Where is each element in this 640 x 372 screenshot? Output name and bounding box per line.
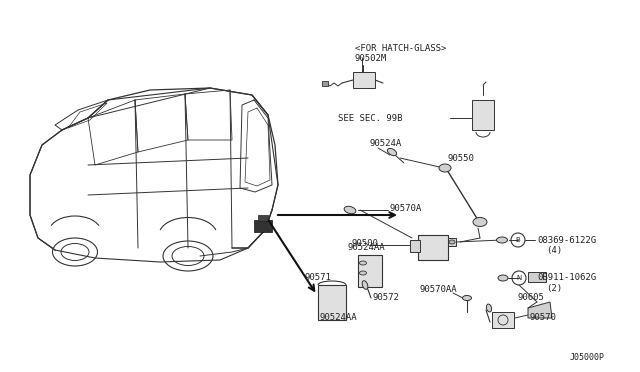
Text: 90524AA: 90524AA <box>348 244 386 253</box>
Ellipse shape <box>387 148 397 155</box>
Text: 90572: 90572 <box>373 294 400 302</box>
Text: J05000P: J05000P <box>570 353 605 362</box>
Text: 90502M: 90502M <box>355 54 387 62</box>
Ellipse shape <box>344 206 356 214</box>
Ellipse shape <box>473 218 487 227</box>
Ellipse shape <box>463 295 472 301</box>
Text: 90524AA: 90524AA <box>320 314 358 323</box>
Text: <FOR HATCH-GLASS>: <FOR HATCH-GLASS> <box>355 44 446 52</box>
Text: 90570AA: 90570AA <box>420 285 458 295</box>
Ellipse shape <box>498 275 508 281</box>
Ellipse shape <box>449 240 455 244</box>
Bar <box>254 220 272 232</box>
Text: 90524A: 90524A <box>370 138 403 148</box>
Text: 0B911-1062G: 0B911-1062G <box>537 273 596 282</box>
Text: N: N <box>516 275 522 281</box>
Text: B: B <box>515 237 520 243</box>
Bar <box>353 72 375 88</box>
Ellipse shape <box>439 164 451 172</box>
Text: 90550: 90550 <box>448 154 475 163</box>
Polygon shape <box>528 302 552 318</box>
Text: 90605: 90605 <box>518 294 545 302</box>
Bar <box>418 235 448 260</box>
Text: (2): (2) <box>546 283 562 292</box>
Ellipse shape <box>497 237 508 243</box>
Ellipse shape <box>486 304 492 312</box>
Text: (4): (4) <box>546 246 562 254</box>
Text: 08369-6122G: 08369-6122G <box>537 235 596 244</box>
Bar <box>322 81 328 86</box>
Bar <box>448 238 456 246</box>
Text: 90570A: 90570A <box>390 203 422 212</box>
Ellipse shape <box>362 281 368 289</box>
Bar <box>472 100 494 130</box>
Bar <box>492 312 514 328</box>
Ellipse shape <box>360 271 367 275</box>
Bar <box>258 215 268 221</box>
Text: SEE SEC. 99B: SEE SEC. 99B <box>338 113 403 122</box>
Text: 90571: 90571 <box>305 273 332 282</box>
Ellipse shape <box>360 261 367 265</box>
Bar <box>410 240 420 252</box>
Text: 90500: 90500 <box>352 238 379 247</box>
Bar <box>358 255 382 287</box>
Bar <box>318 285 346 320</box>
Text: 90570: 90570 <box>530 314 557 323</box>
Bar <box>528 272 546 282</box>
